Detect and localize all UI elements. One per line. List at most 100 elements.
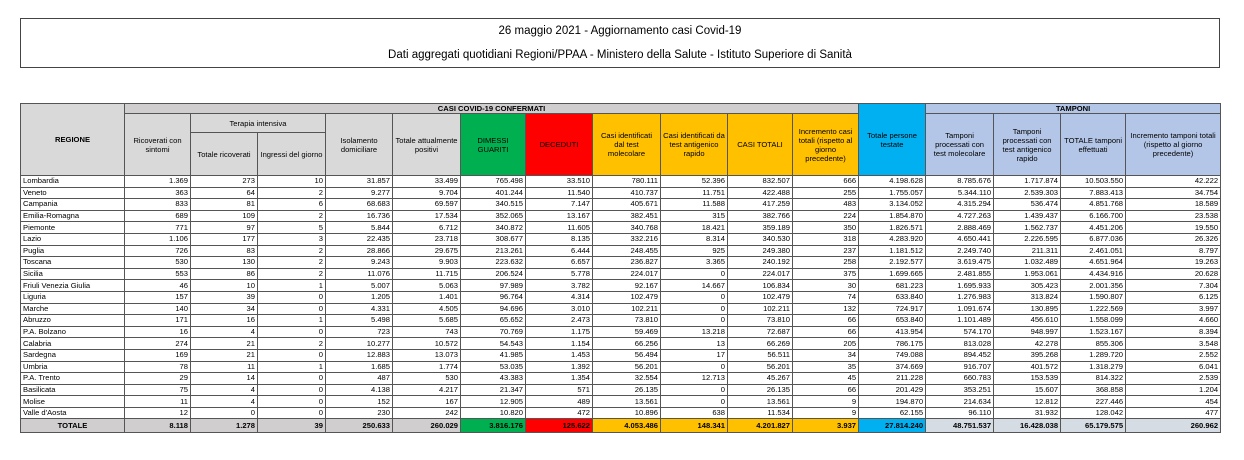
- data-row: Valle d'Aosta 12 0 0 230 242 10.820 472 10.896 63…: [20, 406, 1222, 420]
- value-cell: 771: [124, 221, 191, 234]
- value-cell: 0: [660, 360, 728, 374]
- value-cell: 33.510: [525, 175, 593, 188]
- region-cell: Umbria: [20, 360, 125, 374]
- value-cell: 749.088: [858, 348, 927, 362]
- column-header: DIMESSI GUARITI: [460, 113, 526, 176]
- value-cell: 948.997: [993, 325, 1062, 339]
- value-cell: 31.857: [325, 175, 393, 188]
- value-cell: 2.461.051: [1060, 244, 1127, 258]
- value-cell: 74: [791, 290, 860, 304]
- value-cell: 13.167: [525, 209, 593, 223]
- value-cell: 201.429: [858, 383, 927, 397]
- value-cell: 102.479: [727, 290, 793, 304]
- value-cell: 1.826.571: [858, 221, 927, 234]
- value-cell: 9.243: [325, 256, 393, 269]
- data-row: Molise 11 4 0 152 167 12.905 489 13.561 0 13.561 9 1…: [20, 395, 1222, 408]
- value-cell: 11.076: [325, 267, 393, 281]
- value-cell: 405.671: [592, 198, 661, 211]
- value-cell: 240.192: [727, 256, 793, 269]
- value-cell: 214.634: [925, 395, 995, 408]
- value-cell: 33.499: [392, 175, 461, 188]
- value-cell: 1.175: [525, 325, 593, 339]
- value-cell: 6.712: [392, 221, 461, 234]
- region-cell: Sardegna: [20, 348, 125, 362]
- value-cell: 4.283.920: [858, 232, 927, 246]
- column-header: Isolamento domiciliare: [325, 113, 393, 176]
- column-header: DECEDUTI: [525, 113, 593, 176]
- value-cell: 11.540: [525, 186, 593, 200]
- value-cell: 34: [190, 302, 258, 316]
- value-cell: 1.181.512: [858, 244, 927, 258]
- value-cell: 1.101.489: [925, 314, 995, 327]
- value-cell: 5.007: [325, 279, 393, 292]
- value-cell: 1.392: [525, 360, 593, 374]
- value-cell: 28.866: [325, 244, 393, 258]
- value-cell: 194.870: [858, 395, 927, 408]
- value-cell: 814.322: [1060, 372, 1127, 385]
- column-header: Totale ricoverati: [190, 132, 258, 176]
- region-cell: Emilia-Romagna: [20, 209, 125, 223]
- value-cell: 42.222: [1125, 175, 1222, 188]
- value-cell: 375: [791, 267, 860, 281]
- value-cell: 69.597: [392, 198, 461, 211]
- total-cell: 3.937: [791, 418, 860, 434]
- value-cell: 15.607: [993, 383, 1062, 397]
- value-cell: 10.896: [592, 406, 661, 420]
- value-cell: 2.473: [525, 314, 593, 327]
- value-cell: 177: [190, 232, 258, 246]
- value-cell: 10: [257, 175, 326, 188]
- value-cell: 417.259: [727, 198, 793, 211]
- value-cell: 4.434.916: [1060, 267, 1127, 281]
- value-cell: 2: [257, 186, 326, 200]
- value-cell: 56.494: [592, 348, 661, 362]
- region-cell: Campania: [20, 198, 125, 211]
- value-cell: 130: [190, 256, 258, 269]
- region-cell: Puglia: [20, 244, 125, 258]
- value-cell: 56.201: [727, 360, 793, 374]
- value-cell: 81: [190, 198, 258, 211]
- value-cell: 2: [257, 267, 326, 281]
- value-cell: 0: [660, 302, 728, 316]
- value-cell: 3.134.052: [858, 198, 927, 211]
- data-row: Puglia 726 83 2 28.866 29.675 213.261 6.444 248.…: [20, 244, 1222, 258]
- value-cell: 5.844: [325, 221, 393, 234]
- value-cell: 0: [257, 383, 326, 397]
- value-cell: 0: [660, 267, 728, 281]
- value-cell: 152: [325, 395, 393, 408]
- value-cell: 45: [791, 372, 860, 385]
- value-cell: 10: [190, 279, 258, 292]
- value-cell: 70.769: [460, 325, 526, 339]
- data-row: P.A. Bolzano 16 4 0 723 743 70.769 1.175 59.469 1…: [20, 325, 1222, 339]
- value-cell: 34: [791, 348, 860, 362]
- value-cell: 12.812: [993, 395, 1062, 408]
- value-cell: 237: [791, 244, 860, 258]
- column-header: Incremento casi totali (rispetto al gior…: [791, 113, 860, 176]
- value-cell: 7.304: [1125, 279, 1222, 292]
- value-cell: 0: [660, 290, 728, 304]
- value-cell: 765.498: [460, 175, 526, 188]
- value-cell: 477: [1125, 406, 1222, 420]
- value-cell: 4: [190, 395, 258, 408]
- value-cell: 832.507: [727, 175, 793, 188]
- value-cell: 10.277: [325, 337, 393, 350]
- data-row: Campania 833 81 6 68.683 69.597 340.515 7.147 40…: [20, 198, 1222, 211]
- value-cell: 726: [124, 244, 191, 258]
- value-cell: 21.347: [460, 383, 526, 397]
- value-cell: 4.505: [392, 302, 461, 316]
- value-cell: 26.326: [1125, 232, 1222, 246]
- value-cell: 73.810: [592, 314, 661, 327]
- value-cell: 249.380: [727, 244, 793, 258]
- value-cell: 13.561: [727, 395, 793, 408]
- value-cell: 4.217: [392, 383, 461, 397]
- value-cell: 224.017: [592, 267, 661, 281]
- value-cell: 382.766: [727, 209, 793, 223]
- value-cell: 43.383: [460, 372, 526, 385]
- value-cell: 3.997: [1125, 302, 1222, 316]
- value-cell: 26.135: [727, 383, 793, 397]
- value-cell: 4.851.768: [1060, 198, 1127, 211]
- value-cell: 18.589: [1125, 198, 1222, 211]
- value-cell: 16: [124, 325, 191, 339]
- value-cell: 211.228: [858, 372, 927, 385]
- value-cell: 6.877.036: [1060, 232, 1127, 246]
- value-cell: 401.244: [460, 186, 526, 200]
